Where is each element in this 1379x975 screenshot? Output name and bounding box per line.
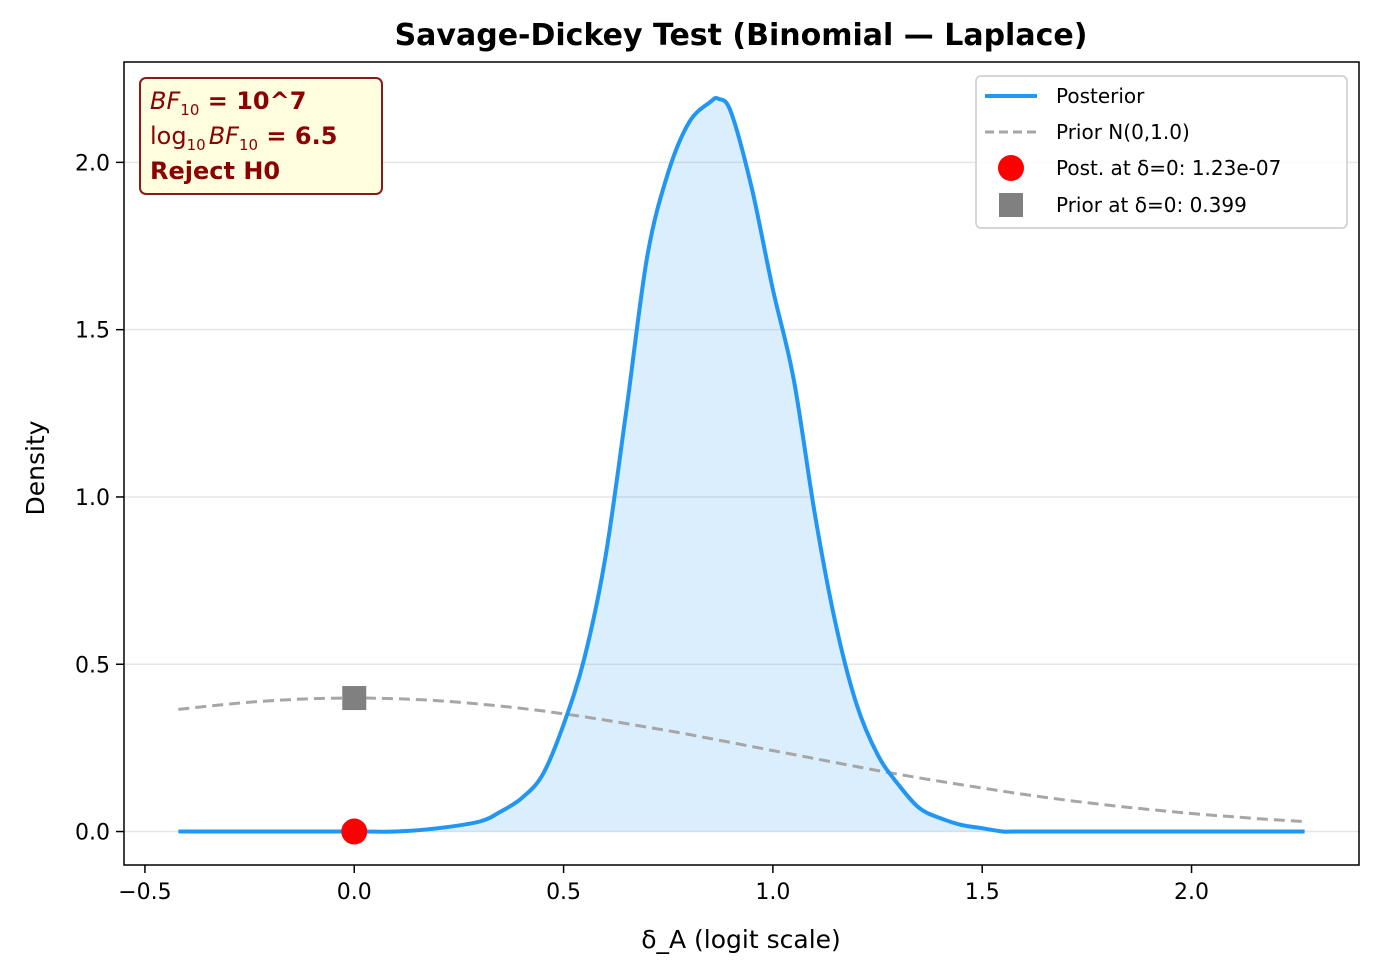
x-tick-label-5: 2.0: [1174, 880, 1209, 905]
x-tick-label-1: 0.0: [337, 880, 372, 905]
legend-prior-marker-swatch: [999, 193, 1023, 217]
x-axis-ticks: −0.5 0.0 0.5 1.0 1.5 2.0: [118, 865, 1209, 905]
y-tick-label-0: 0.0: [75, 821, 110, 846]
legend-posterior-label: Posterior: [1056, 84, 1145, 108]
decision-line: Reject H0: [150, 157, 280, 185]
posterior-fill-area: [178, 98, 1305, 832]
posterior-at-zero-marker: [341, 818, 368, 845]
posterior-density-line: [178, 96, 1305, 834]
plot-area: [178, 96, 1305, 845]
legend: Posterior Prior N(0,1.0) Post. at δ=0: 1…: [975, 75, 1348, 229]
bayes-factor-annotation: BF10 = 10^7 log10 BF10 = 6.5 Reject H0: [139, 77, 383, 195]
prior-at-zero-marker: [342, 686, 367, 711]
bf10-line: BF10 = 10^7: [150, 87, 306, 119]
y-axis-label: Density: [21, 420, 50, 515]
y-tick-label-4: 2.0: [75, 151, 110, 176]
chart-title: Savage-Dickey Test (Binomial — Laplace): [395, 18, 1088, 53]
x-tick-label-2: 0.5: [546, 880, 581, 905]
legend-box: [975, 75, 1348, 229]
x-axis-label: δ_A (logit scale): [641, 925, 841, 954]
legend-prior-label: Prior N(0,1.0): [1056, 120, 1190, 144]
y-tick-label-2: 1.0: [75, 486, 110, 511]
log-bf10-line: log10 BF10 = 6.5: [150, 122, 337, 154]
plot-frame: [123, 61, 1360, 866]
legend-post-marker-swatch: [998, 155, 1024, 181]
y-tick-label-1: 0.5: [75, 653, 110, 678]
x-tick-label-0: −0.5: [118, 880, 171, 905]
x-tick-label-4: 1.5: [965, 880, 1000, 905]
y-tick-label-3: 1.5: [75, 319, 110, 344]
prior-density-line: [178, 696, 1305, 823]
annotation-box: [139, 77, 383, 195]
legend-post-marker-label: Post. at δ=0: 1.23e-07: [1056, 156, 1281, 180]
x-tick-label-3: 1.0: [755, 880, 790, 905]
legend-prior-marker-label: Prior at δ=0: 0.399: [1056, 193, 1247, 217]
y-axis-ticks: 0.0 0.5 1.0 1.5 2.0: [75, 151, 124, 846]
